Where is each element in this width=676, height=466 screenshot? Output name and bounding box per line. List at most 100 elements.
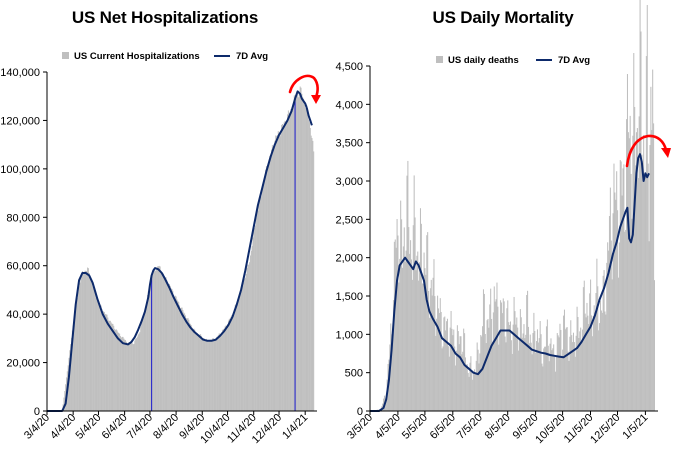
bar bbox=[608, 250, 610, 411]
bar bbox=[608, 216, 610, 411]
bar bbox=[99, 304, 101, 411]
bar bbox=[280, 132, 282, 412]
bar bbox=[84, 270, 86, 411]
bar bbox=[117, 332, 119, 411]
bar bbox=[161, 274, 163, 411]
bar bbox=[642, 162, 644, 411]
bar bbox=[583, 280, 585, 411]
bar bbox=[178, 302, 180, 411]
bar bbox=[132, 344, 134, 411]
bar bbox=[173, 296, 175, 411]
bar bbox=[229, 318, 231, 411]
bar bbox=[265, 169, 267, 411]
bar bbox=[428, 317, 430, 411]
bar bbox=[645, 56, 647, 412]
bar bbox=[188, 319, 190, 411]
bar bbox=[131, 343, 133, 411]
bar bbox=[568, 360, 570, 411]
bar bbox=[479, 353, 481, 411]
bar bbox=[519, 309, 521, 411]
bar bbox=[153, 268, 155, 411]
bar bbox=[126, 343, 128, 411]
bar bbox=[83, 272, 85, 411]
bar bbox=[308, 122, 310, 411]
bar bbox=[199, 334, 201, 411]
bar bbox=[464, 357, 466, 411]
bar bbox=[248, 264, 250, 411]
bar bbox=[309, 127, 311, 411]
bar bbox=[107, 317, 109, 411]
x-tick-label: 6/4/20 bbox=[100, 412, 130, 442]
bar bbox=[227, 320, 229, 411]
bar bbox=[414, 217, 416, 411]
bar bbox=[487, 318, 489, 411]
bar bbox=[141, 320, 143, 411]
bar bbox=[419, 262, 421, 411]
bar bbox=[95, 297, 97, 411]
bar bbox=[584, 313, 586, 411]
bar bbox=[582, 287, 584, 411]
bar bbox=[559, 323, 561, 411]
bar bbox=[422, 283, 424, 411]
bar bbox=[134, 340, 136, 411]
bar bbox=[232, 315, 234, 411]
bar bbox=[269, 155, 271, 411]
bar bbox=[195, 333, 197, 411]
bar bbox=[416, 255, 418, 411]
bar bbox=[491, 341, 493, 411]
bar bbox=[481, 336, 483, 411]
bar bbox=[146, 301, 148, 411]
bar bbox=[535, 352, 537, 411]
y-tick-label: 0 bbox=[34, 406, 40, 418]
bar bbox=[651, 129, 653, 411]
bar bbox=[221, 332, 223, 411]
bar bbox=[525, 334, 527, 411]
bar bbox=[251, 246, 253, 411]
y-tick-label: 3,500 bbox=[335, 138, 363, 150]
bar bbox=[273, 148, 275, 411]
bar bbox=[74, 315, 76, 411]
bar bbox=[96, 300, 98, 411]
bar bbox=[628, 138, 630, 411]
bar bbox=[553, 344, 555, 411]
x-tick-label: 1/5/21 bbox=[620, 412, 650, 442]
bar bbox=[518, 350, 520, 411]
bar bbox=[76, 297, 78, 411]
bar bbox=[119, 333, 121, 411]
bar bbox=[408, 227, 410, 411]
bar bbox=[183, 312, 185, 411]
bar bbox=[419, 208, 421, 411]
bar bbox=[173, 294, 175, 411]
bar bbox=[476, 342, 478, 411]
bar bbox=[102, 311, 104, 411]
bar bbox=[235, 304, 237, 411]
bar bbox=[127, 343, 129, 411]
bar bbox=[577, 316, 579, 411]
bar bbox=[118, 333, 120, 411]
bar bbox=[250, 250, 252, 411]
bar bbox=[123, 338, 125, 411]
bar bbox=[71, 337, 73, 411]
bar bbox=[254, 228, 256, 411]
bar bbox=[181, 307, 183, 411]
bar bbox=[392, 344, 394, 411]
bar bbox=[516, 317, 518, 411]
bar bbox=[445, 330, 447, 411]
bar bbox=[116, 330, 118, 411]
bar bbox=[112, 323, 114, 411]
avg-line bbox=[47, 90, 313, 412]
bar bbox=[222, 329, 224, 411]
bar bbox=[500, 300, 502, 411]
bar bbox=[407, 160, 409, 411]
bar bbox=[473, 371, 475, 411]
bar bbox=[552, 348, 554, 411]
y-tick-label: 2,500 bbox=[335, 214, 363, 226]
bar bbox=[85, 270, 87, 411]
bar bbox=[72, 325, 74, 411]
bar bbox=[207, 341, 209, 411]
bar bbox=[184, 315, 186, 411]
bar bbox=[90, 279, 92, 411]
bar bbox=[249, 262, 251, 411]
bar bbox=[517, 327, 519, 411]
bar bbox=[242, 285, 244, 411]
